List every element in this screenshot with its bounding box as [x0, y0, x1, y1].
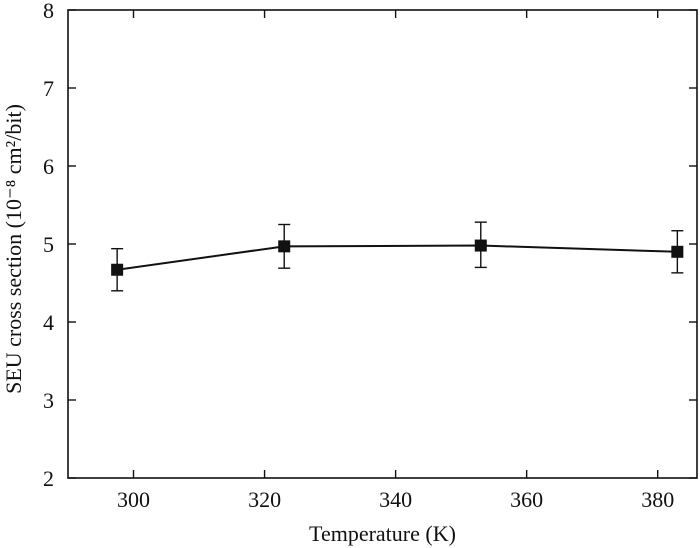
x-tick-label: 360 — [510, 487, 543, 512]
y-tick-label: 3 — [43, 388, 54, 413]
axis-ticks — [68, 9, 697, 479]
x-tick-label: 300 — [117, 487, 150, 512]
x-tick-label: 380 — [641, 487, 674, 512]
x-axis-title: Temperature (K) — [309, 521, 456, 546]
y-tick-label: 7 — [43, 76, 54, 101]
y-tick-label: 2 — [43, 466, 54, 491]
series-group — [111, 221, 684, 292]
x-tick-label: 340 — [379, 487, 412, 512]
y-tick-label: 8 — [43, 0, 54, 23]
y-tick-label: 4 — [43, 310, 54, 335]
plot-border — [67, 9, 698, 479]
y-tick-label: 6 — [43, 154, 54, 179]
data-point — [111, 263, 124, 276]
data-point — [671, 245, 684, 258]
tick-labels: 300 320 340 360 380 2 3 4 5 6 7 8 — [43, 0, 674, 512]
y-tick-label: 5 — [43, 232, 54, 257]
data-point — [474, 239, 487, 252]
y-axis-title: SEU cross section (10⁻⁸ cm²/bit) — [1, 104, 26, 394]
series-line — [117, 244, 678, 271]
data-point — [278, 240, 291, 253]
plot-frame — [67, 9, 698, 479]
x-tick-label: 320 — [248, 487, 281, 512]
